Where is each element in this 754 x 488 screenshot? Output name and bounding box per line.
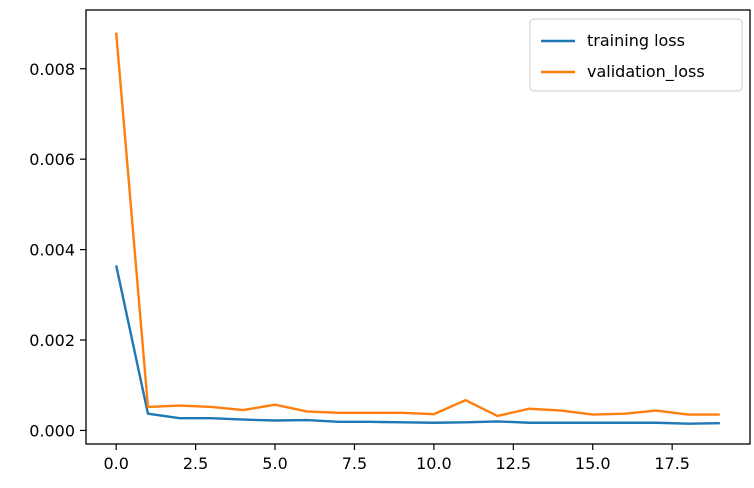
x-tick-label: 15.0 — [575, 454, 611, 473]
legend-label-training-loss: training loss — [587, 31, 685, 50]
x-tick-label: 7.5 — [342, 454, 367, 473]
y-tick-label: 0.006 — [29, 150, 75, 169]
series-line-training-loss — [115, 265, 720, 425]
x-tick-label: 2.5 — [183, 454, 208, 473]
legend-label-validation-loss: validation_loss — [587, 62, 705, 82]
x-tick-label: 12.5 — [495, 454, 531, 473]
y-tick-label: 0.000 — [29, 421, 75, 440]
y-tick-label: 0.004 — [29, 241, 75, 260]
ticks-layer: 0.0 2.5 5.0 7.5 10.0 12.5 15.0 17.5 0.000 0.002 0.… — [29, 60, 690, 473]
legend-box — [529, 18, 743, 92]
y-tick-label: 0.008 — [29, 60, 75, 79]
legend: training loss validation_loss — [529, 18, 743, 92]
x-tick-label: 17.5 — [654, 454, 690, 473]
x-tick-label: 5.0 — [262, 454, 287, 473]
y-tick-label: 0.002 — [29, 331, 75, 350]
series-layer — [114, 32, 720, 425]
plot-frame — [85, 9, 751, 445]
series-line-validation-loss — [114, 32, 720, 418]
x-tick-label: 10.0 — [416, 454, 452, 473]
x-tick-label: 0.0 — [103, 454, 128, 473]
